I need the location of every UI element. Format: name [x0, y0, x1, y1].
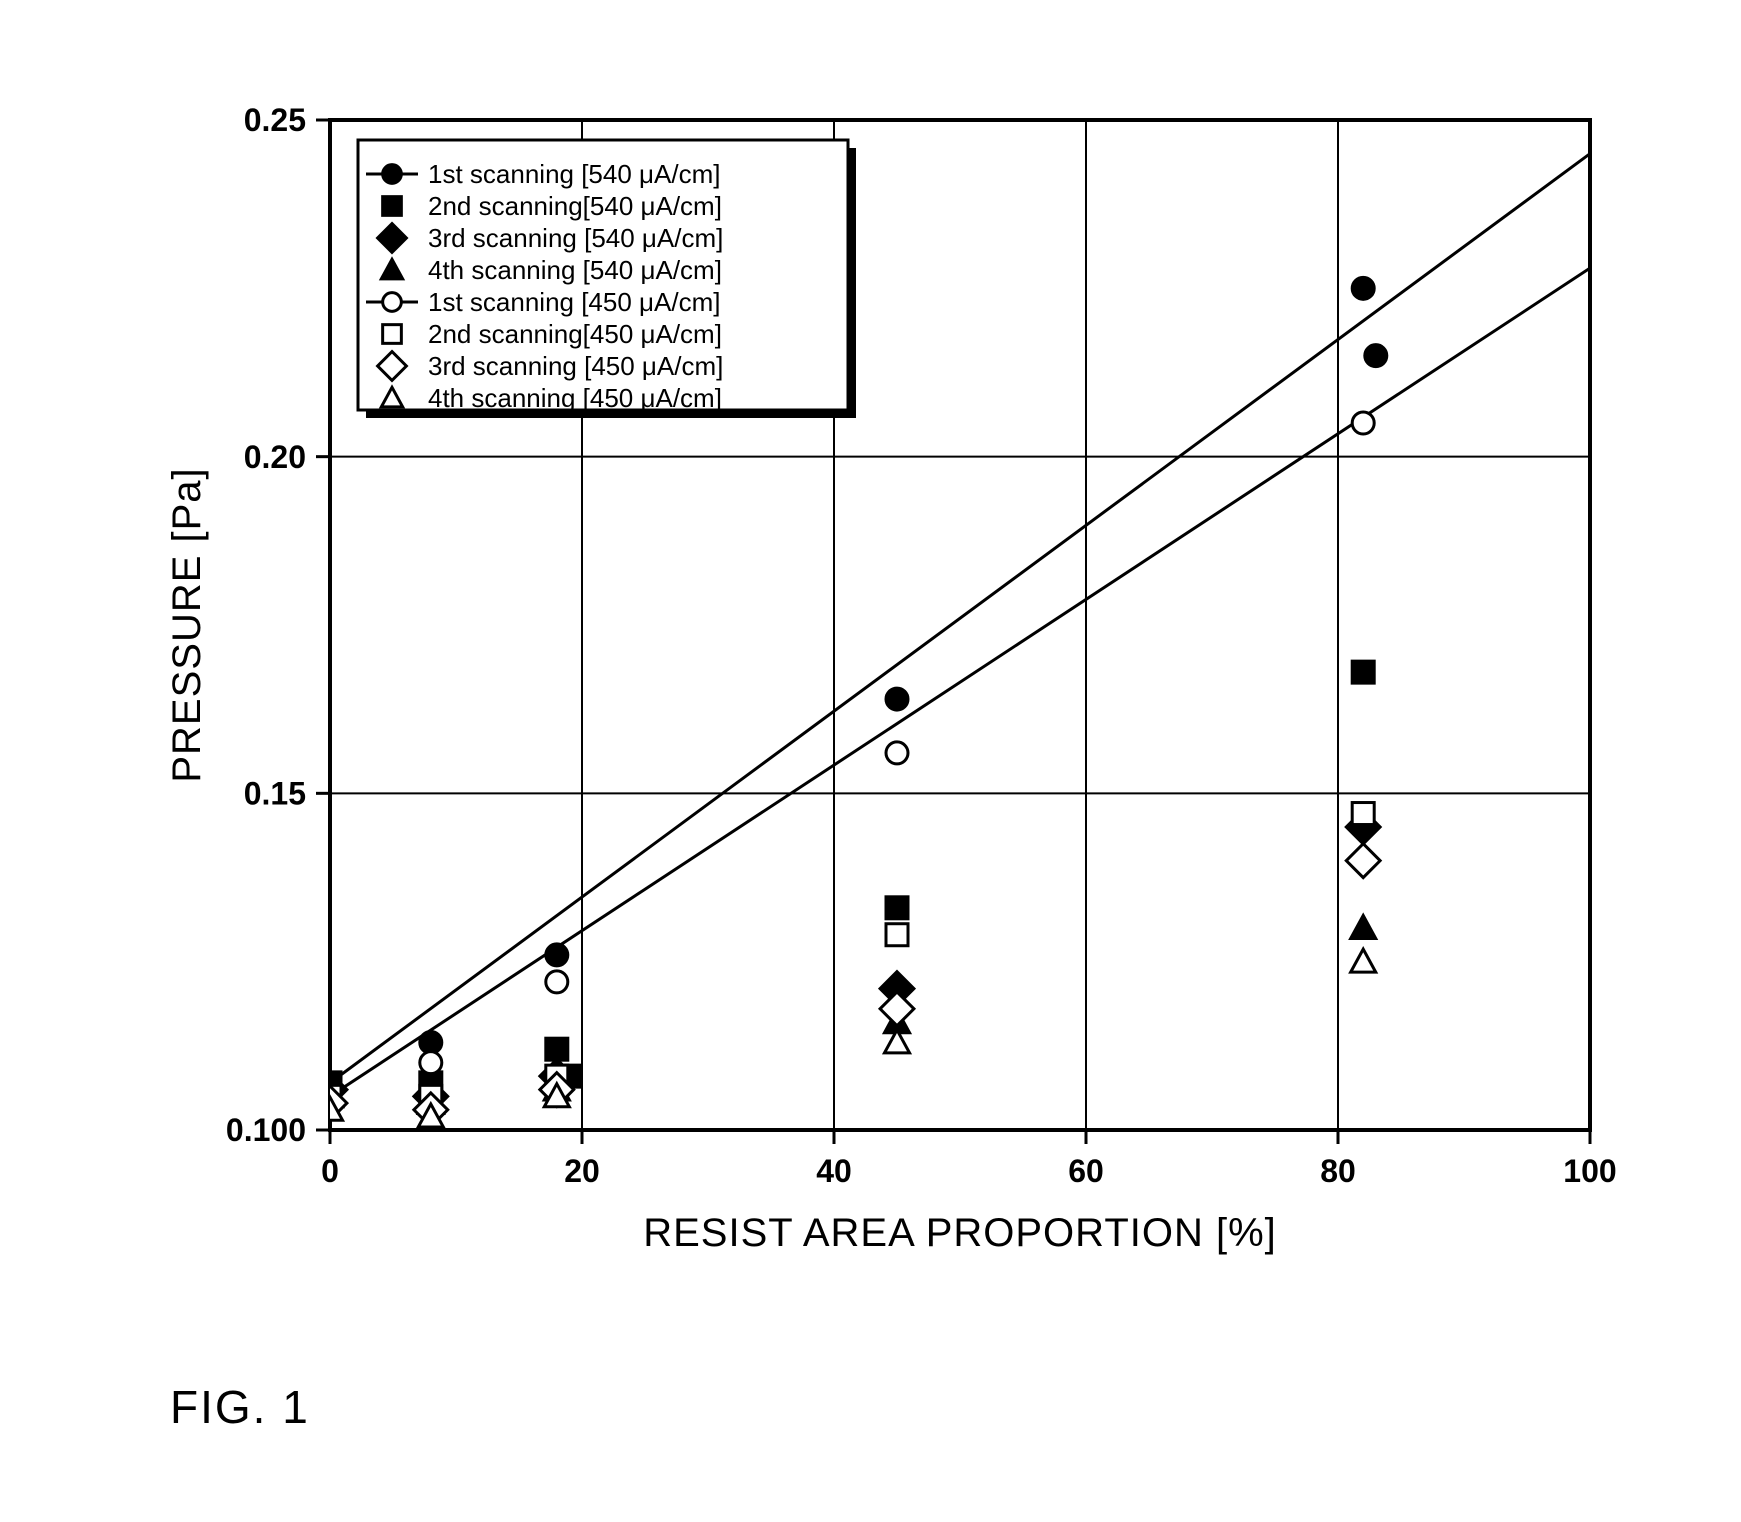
svg-text:4th scanning [540 μA/cm]: 4th scanning [540 μA/cm]: [428, 255, 722, 285]
chart-container: 0 20 40 60 80 100 0.100 0.15 0.20 0.25 RESIST AREA…: [110, 60, 1630, 1320]
svg-text:100: 100: [1563, 1153, 1616, 1189]
svg-text:80: 80: [1320, 1153, 1356, 1189]
svg-text:3rd scanning [540 μA/cm]: 3rd scanning [540 μA/cm]: [428, 223, 723, 253]
svg-text:0.100: 0.100: [226, 1112, 306, 1148]
svg-text:1st scanning [450 μA/cm]: 1st scanning [450 μA/cm]: [428, 287, 720, 317]
svg-text:0.20: 0.20: [244, 439, 306, 475]
svg-text:20: 20: [564, 1153, 600, 1189]
svg-text:0.15: 0.15: [244, 776, 306, 812]
page: 0 20 40 60 80 100 0.100 0.15 0.20 0.25 RESIST AREA…: [0, 0, 1741, 1522]
svg-text:40: 40: [816, 1153, 852, 1189]
svg-text:3rd scanning [450 μA/cm]: 3rd scanning [450 μA/cm]: [428, 351, 723, 381]
svg-text:PRESSURE [Pa]: PRESSURE [Pa]: [165, 467, 209, 782]
svg-text:2nd scanning[450 μA/cm]: 2nd scanning[450 μA/cm]: [428, 319, 722, 349]
svg-text:0: 0: [321, 1153, 339, 1189]
svg-text:4th scanning [450 μA/cm]: 4th scanning [450 μA/cm]: [428, 383, 722, 413]
svg-text:0.25: 0.25: [244, 102, 306, 138]
scatter-chart: 0 20 40 60 80 100 0.100 0.15 0.20 0.25 RESIST AREA…: [110, 60, 1630, 1320]
svg-text:2nd scanning[540 μA/cm]: 2nd scanning[540 μA/cm]: [428, 191, 722, 221]
svg-text:1st scanning [540 μA/cm]: 1st scanning [540 μA/cm]: [428, 159, 720, 189]
svg-text:RESIST AREA PROPORTION [%]: RESIST AREA PROPORTION [%]: [643, 1211, 1277, 1255]
svg-text:60: 60: [1068, 1153, 1104, 1189]
figure-label: FIG. 1: [170, 1380, 310, 1434]
